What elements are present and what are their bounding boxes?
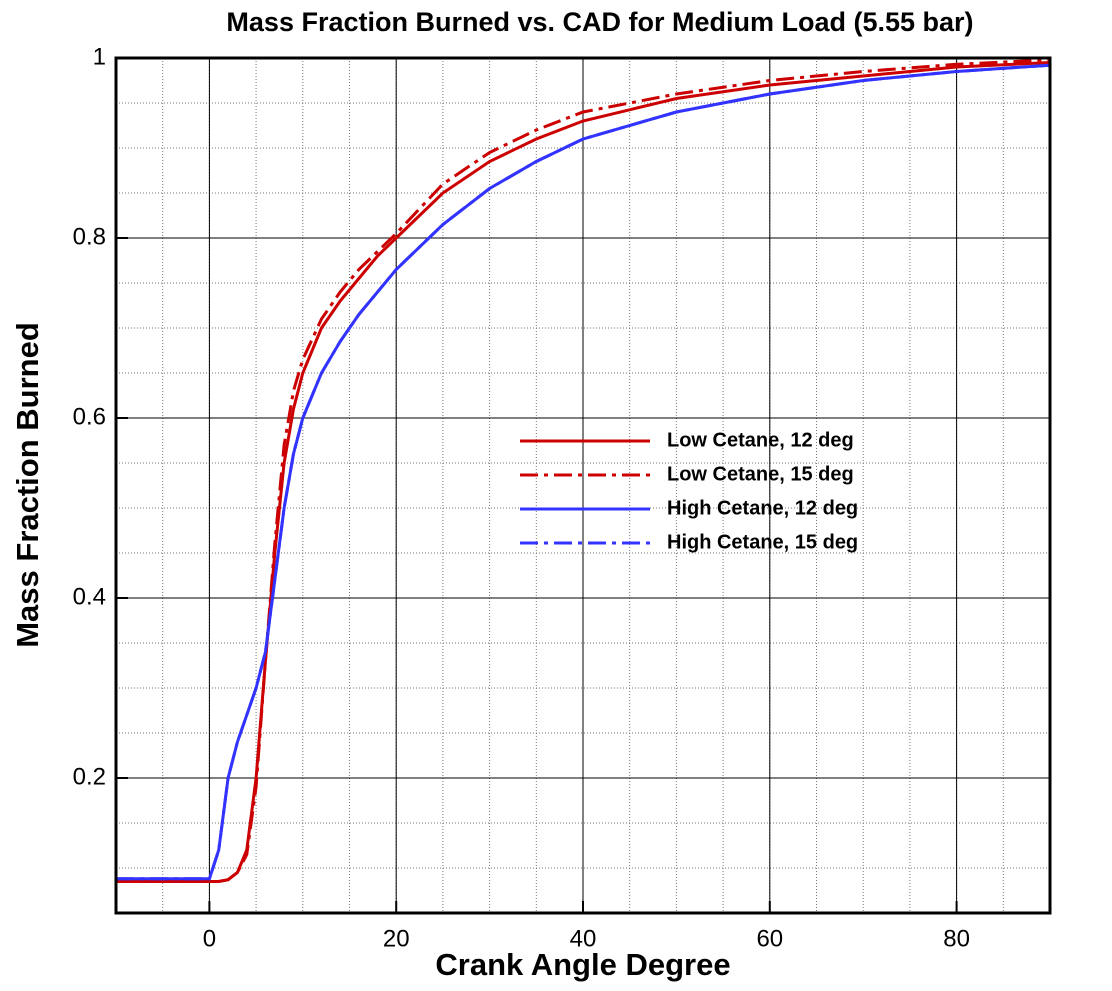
x-tick-label: 40 [570, 925, 597, 952]
x-axis-label: Crank Angle Degree [435, 947, 730, 982]
legend-label: High Cetane, 12 deg [667, 497, 858, 519]
y-tick-label: 0.2 [73, 763, 106, 790]
x-tick-label: 20 [383, 925, 410, 952]
legend-label: Low Cetane, 12 deg [667, 429, 854, 451]
y-tick-label: 0.4 [73, 583, 106, 610]
legend-label: High Cetane, 15 deg [667, 531, 858, 553]
data-line [116, 58, 1051, 883]
x-tick-label: 60 [756, 925, 783, 952]
x-tick-label: 0 [203, 925, 216, 952]
y-axis-label: Mass Fraction Burned [10, 322, 45, 648]
y-tick-label: 0.8 [73, 223, 106, 250]
legend-label: Low Cetane, 15 deg [667, 463, 854, 485]
plot-frame [114, 56, 1052, 915]
x-tick-label: 80 [943, 925, 970, 952]
data-line [116, 63, 1051, 881]
chart-title: Mass Fraction Burned vs. CAD for Medium … [226, 7, 973, 37]
y-tick-label: 0.6 [73, 403, 106, 430]
y-tick-label: 1 [93, 43, 106, 70]
